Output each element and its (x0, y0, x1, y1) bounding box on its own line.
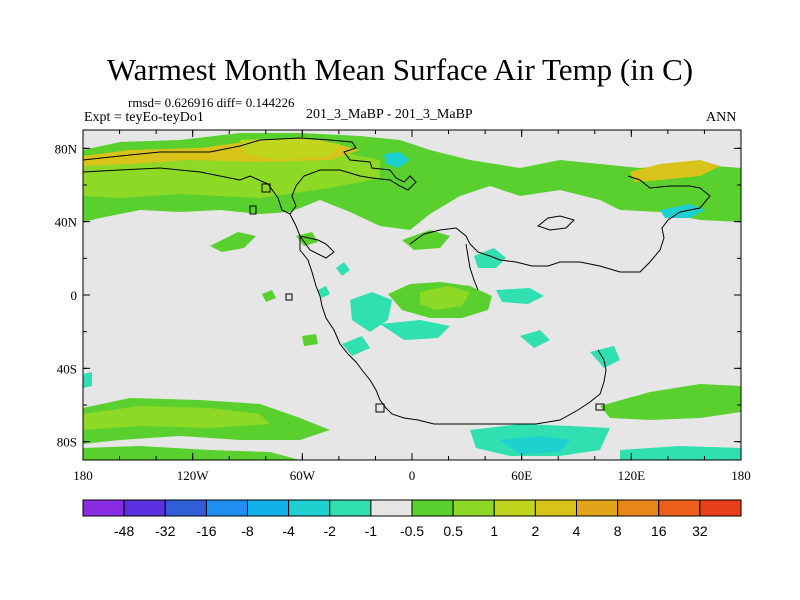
pacific-green-dot (262, 290, 276, 302)
south-indian-cool-2 (500, 436, 570, 454)
colorbar-label: 32 (692, 523, 708, 539)
colorbar-label: -1 (365, 523, 378, 539)
x-tick-label: 120W (177, 468, 210, 483)
tropical-green-small (302, 334, 318, 346)
x-tick-label: 60W (290, 468, 316, 483)
colorbar-label: -16 (196, 523, 216, 539)
colorbar-label: -32 (155, 523, 175, 539)
y-tick-label: 80S (57, 435, 77, 450)
chart-subtitle: 201_3_MaBP - 201_3_MaBP (306, 107, 473, 122)
colorbar-label: 8 (614, 523, 622, 539)
colorbar-swatch (329, 499, 372, 517)
y-tick-label: 40S (57, 361, 77, 376)
greenland-warm (240, 138, 340, 160)
south-east-cool-bottom (620, 446, 741, 460)
colorbar-label: 16 (651, 523, 667, 539)
inner-sea-outline (465, 243, 479, 291)
south-atlantic-cool (590, 346, 620, 368)
colorbar-label: 2 (531, 523, 539, 539)
colorbar-swatch (123, 499, 166, 517)
colorbar-swatch (493, 499, 536, 517)
west-atlantic-green (210, 232, 256, 252)
colorbar-label: 4 (573, 523, 581, 539)
colorbar-swatch (82, 499, 125, 517)
tropical-cool-5 (520, 330, 550, 348)
south-pacific-green-bottom (83, 446, 300, 460)
rmsd-diff-stats: rmsd= 0.626916 diff= 0.144226 (128, 95, 295, 110)
x-tick-label: 0 (409, 468, 416, 483)
colorbar-swatch (288, 499, 331, 517)
southern-land-outline (298, 235, 335, 259)
x-tick-label: 60E (511, 468, 532, 483)
tropical-cool-4 (496, 288, 544, 304)
x-tick-label: 180 (73, 468, 93, 483)
continent-outlines (83, 137, 711, 425)
chart-title: Warmest Month Mean Surface Air Temp (in … (106, 52, 694, 87)
colorbar-label: -8 (241, 523, 254, 539)
small-island-2 (249, 205, 257, 215)
colorbar-swatch (617, 499, 660, 517)
colorbar-swatch (534, 499, 577, 517)
tropical-cool-2 (380, 320, 450, 340)
y-tick-label: 40N (55, 215, 78, 230)
period-label: ANN (706, 110, 737, 125)
tropical-africa-warm (420, 286, 470, 310)
colorbar-swatch (576, 499, 619, 517)
experiment-label: Expt = teyEo-teyDo1 (84, 110, 204, 125)
colorbar-swatch (411, 499, 454, 517)
colorbar-swatch (164, 499, 207, 517)
small-island-1 (261, 183, 271, 193)
colorbar-swatch (205, 499, 248, 517)
y-tick-label: 0 (71, 288, 78, 303)
pacific-cool-dot-2 (318, 286, 330, 298)
southern-east-green (600, 384, 741, 420)
east-siberia-warm (630, 160, 720, 182)
colorbar-label: 1 (490, 523, 498, 539)
colorbar-label: -4 (282, 523, 295, 539)
colorbar-swatch (247, 499, 290, 517)
inner-gulf-outline (536, 215, 575, 231)
colorbar-swatch (370, 499, 413, 517)
small-island-5 (595, 403, 605, 411)
small-island-3 (285, 293, 293, 301)
north-land-outline (83, 137, 417, 215)
colorbar-label: 0.5 (443, 523, 463, 539)
pacific-cool-dot-1 (336, 262, 350, 276)
southern-light-band (83, 406, 270, 430)
tropical-cool-1 (350, 292, 392, 332)
y-tick-label: 80N (55, 141, 78, 156)
south-edge-cool (83, 372, 92, 388)
colorbar-label: -48 (114, 523, 134, 539)
atlantic-green-patch (402, 230, 450, 250)
tropical-cool-6 (342, 336, 370, 356)
colorbar-swatch (699, 499, 742, 517)
small-island-4 (375, 403, 385, 413)
colorbar-label: -2 (324, 523, 337, 539)
colorbar-label: -0.5 (400, 523, 424, 539)
arctic-cool-spot (384, 152, 410, 168)
x-tick-label: 120E (618, 468, 646, 483)
colorbar-swatch (452, 499, 495, 517)
x-tick-label: 180 (731, 468, 751, 483)
colorbar-swatch (658, 499, 701, 517)
atlantic-green-patch-2 (296, 232, 318, 246)
mid-coast-outline (409, 175, 711, 273)
